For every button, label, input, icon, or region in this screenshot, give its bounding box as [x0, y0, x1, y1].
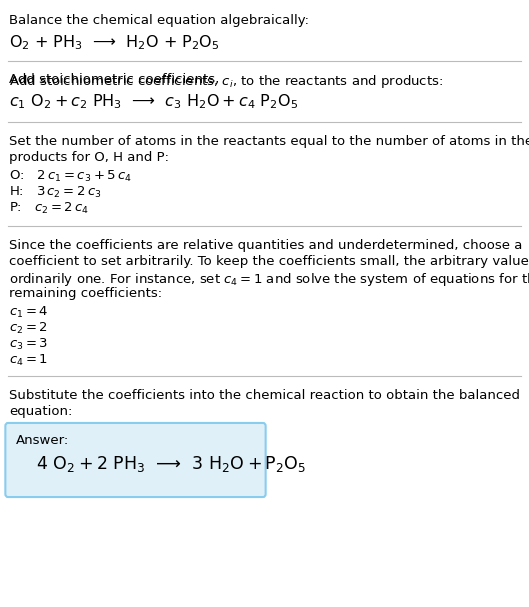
Text: O:   $2\,c_1 = c_3 + 5\,c_4$: O: $2\,c_1 = c_3 + 5\,c_4$ — [9, 169, 132, 184]
Text: Add stoichiometric coefficients,: Add stoichiometric coefficients, — [9, 73, 223, 86]
Text: Set the number of atoms in the reactants equal to the number of atoms in the: Set the number of atoms in the reactants… — [9, 135, 529, 148]
Text: $\mathregular{O_2}$ + $\mathregular{PH_3}$  ⟶  $\mathregular{H_2}$O + $\mathregu: $\mathregular{O_2}$ + $\mathregular{PH_3… — [9, 33, 220, 52]
FancyBboxPatch shape — [5, 423, 266, 497]
Text: Substitute the coefficients into the chemical reaction to obtain the balanced: Substitute the coefficients into the che… — [9, 389, 520, 402]
Text: $4\ \mathregular{O_2} + 2\ \mathregular{PH_3}$  ⟶  $3\ \mathregular{H_2}\mathreg: $4\ \mathregular{O_2} + 2\ \mathregular{… — [36, 454, 306, 474]
Text: products for O, H and P:: products for O, H and P: — [9, 151, 169, 164]
Text: $c_1\ \mathregular{O_2} + c_2\ \mathregular{PH_3}$  ⟶  $c_3\ \mathregular{H_2}\m: $c_1\ \mathregular{O_2} + c_2\ \mathregu… — [9, 92, 298, 110]
Text: $c_4 = 1$: $c_4 = 1$ — [9, 353, 48, 368]
Text: Answer:: Answer: — [16, 434, 69, 447]
Text: Add stoichiometric coefficients, $c_i$, to the reactants and products:: Add stoichiometric coefficients, $c_i$, … — [9, 73, 443, 90]
Text: coefficient to set arbitrarily. To keep the coefficients small, the arbitrary va: coefficient to set arbitrarily. To keep … — [9, 255, 529, 268]
Text: P:   $c_2 = 2\,c_4$: P: $c_2 = 2\,c_4$ — [9, 201, 89, 216]
Text: $c_1 = 4$: $c_1 = 4$ — [9, 305, 49, 320]
Text: equation:: equation: — [9, 405, 72, 418]
Text: remaining coefficients:: remaining coefficients: — [9, 287, 162, 300]
Text: Since the coefficients are relative quantities and underdetermined, choose a: Since the coefficients are relative quan… — [9, 239, 522, 252]
Text: $c_2 = 2$: $c_2 = 2$ — [9, 321, 48, 336]
Text: $c_3 = 3$: $c_3 = 3$ — [9, 337, 48, 352]
Text: Balance the chemical equation algebraically:: Balance the chemical equation algebraica… — [9, 14, 309, 27]
Text: H:   $3\,c_2 = 2\,c_3$: H: $3\,c_2 = 2\,c_3$ — [9, 185, 102, 200]
Text: ordinarily one. For instance, set $c_4 = 1$ and solve the system of equations fo: ordinarily one. For instance, set $c_4 =… — [9, 271, 529, 288]
